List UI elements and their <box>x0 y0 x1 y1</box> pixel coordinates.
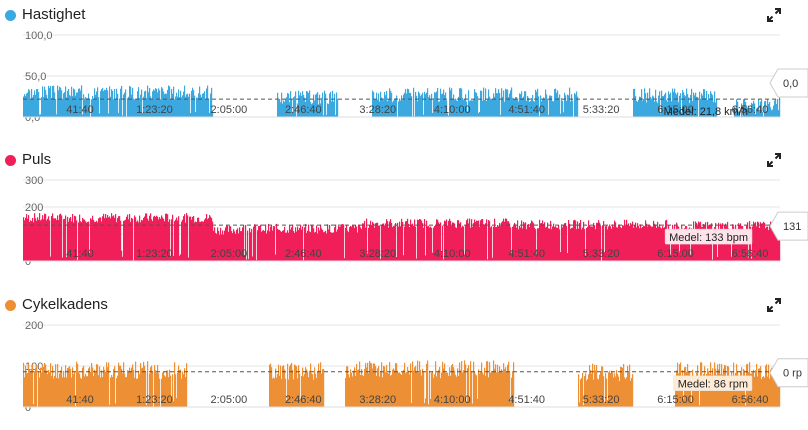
pulse-bar <box>187 215 188 261</box>
cadence-bar <box>186 363 187 407</box>
speed-x-tick-label: 2:05:00 <box>211 104 248 116</box>
cadence-x-tick-label: 4:10:00 <box>434 394 471 406</box>
cadence-bar <box>423 372 424 407</box>
speed-bar <box>325 94 326 117</box>
cadence-x-tick-label: 5:33:20 <box>583 394 620 406</box>
pulse-bar <box>178 216 179 261</box>
cadence-bar <box>114 366 115 407</box>
cadence-x-tick-label: 1:23:20 <box>136 394 173 406</box>
cadence-bar <box>323 369 324 407</box>
pulse-y-tick-label: 300 <box>25 175 43 187</box>
speed-x-tick-label: 2:46:40 <box>285 104 322 116</box>
speed-x-tick-label: 4:51:40 <box>508 104 545 116</box>
cadence-x-tick-label: 6:15:00 <box>657 394 694 406</box>
speed-bar <box>121 86 122 117</box>
cadence-bar <box>427 360 428 407</box>
cadence-bar <box>471 371 472 407</box>
cadence-current-value-label: 0 rp <box>783 368 802 380</box>
speed-bar <box>559 94 560 117</box>
cadence-mean-label: Medel: 86 rpm <box>678 379 748 391</box>
speed-bar <box>125 89 126 117</box>
speed-bar <box>577 97 578 117</box>
cadence-x-tick-label: 6:56:40 <box>732 394 769 406</box>
speed-bar <box>572 101 573 117</box>
cadence-x-tick-label: 41:40 <box>66 394 94 406</box>
speed-bar <box>107 90 108 117</box>
pulse-x-tick-label: 4:10:00 <box>434 248 471 260</box>
cadence-bar <box>410 363 411 407</box>
pulse-bar <box>132 219 133 261</box>
speed-x-tick-label: 5:33:20 <box>583 104 620 116</box>
speed-y-tick-label: 100,0 <box>25 30 53 42</box>
pulse-bar <box>491 226 492 261</box>
pulse-x-tick-label: 2:46:40 <box>285 248 322 260</box>
speed-x-tick-label: 1:23:20 <box>136 104 173 116</box>
speed-bar <box>38 92 39 117</box>
speed-y-tick-label: 50,0 <box>25 71 46 83</box>
pulse-current-value-label: 131 <box>783 221 801 233</box>
pulse-bar <box>415 227 416 261</box>
pulse-bar <box>251 229 252 261</box>
speed-x-tick-label: 3:28:20 <box>359 104 396 116</box>
speed-bar <box>322 93 323 117</box>
pulse-x-tick-label: 3:28:20 <box>359 248 396 260</box>
speed-bar <box>413 88 414 117</box>
pulse-y-tick-label: 200 <box>25 202 43 214</box>
cadence-bar <box>32 364 33 407</box>
cadence-x-tick-label: 4:51:40 <box>508 394 545 406</box>
cadence-bar <box>632 374 633 407</box>
speed-bar <box>779 98 780 117</box>
pulse-bar <box>402 222 403 261</box>
pulse-bar <box>255 225 256 261</box>
pulse-bar <box>49 220 50 261</box>
pulse-x-tick-label: 1:23:20 <box>136 248 173 260</box>
pulse-x-tick-label: 6:56:40 <box>732 248 769 260</box>
cadence-bar <box>578 374 579 407</box>
cadence-x-tick-label: 2:05:00 <box>211 394 248 406</box>
pulse-x-tick-label: 5:33:20 <box>583 248 620 260</box>
pulse-mean-label: Medel: 133 bpm <box>669 232 748 244</box>
speed-bar <box>55 99 56 117</box>
cadence-x-tick-label: 3:28:20 <box>359 394 396 406</box>
speed-bar <box>499 93 500 117</box>
pulse-bar <box>61 215 62 261</box>
pulse-x-tick-label: 41:40 <box>66 248 94 260</box>
cadence-x-tick-label: 2:46:40 <box>285 394 322 406</box>
speed-x-tick-label: 41:40 <box>66 104 94 116</box>
cadence-y-tick-label: 200 <box>25 320 43 332</box>
pulse-x-tick-label: 6:15:00 <box>657 248 694 260</box>
pulse-chart-panel: Puls 300200100041:401:23:202:05:002:46:4… <box>0 145 808 285</box>
speed-x-tick-label: 4:10:00 <box>434 104 471 116</box>
pulse-chart-plot: 300200100041:401:23:202:05:002:46:403:28… <box>0 145 808 285</box>
speed-mean-label: Medel: 21,8 km/h <box>664 106 748 118</box>
speed-bar <box>337 99 338 117</box>
speed-bar <box>334 94 335 117</box>
pulse-bar <box>486 219 487 261</box>
pulse-x-tick-label: 2:05:00 <box>211 248 248 260</box>
speed-current-value-label: 0,0 <box>783 78 798 90</box>
speed-chart-plot: 100,0 50,0 0,0 41:40 1:23:20 2:05:00 2:46:40 3:… <box>0 0 808 140</box>
speed-bar <box>422 93 423 117</box>
cadence-bar <box>108 363 109 407</box>
speed-bar <box>547 99 548 117</box>
pulse-bar <box>343 224 344 261</box>
pulse-x-tick-label: 4:51:40 <box>508 248 545 260</box>
